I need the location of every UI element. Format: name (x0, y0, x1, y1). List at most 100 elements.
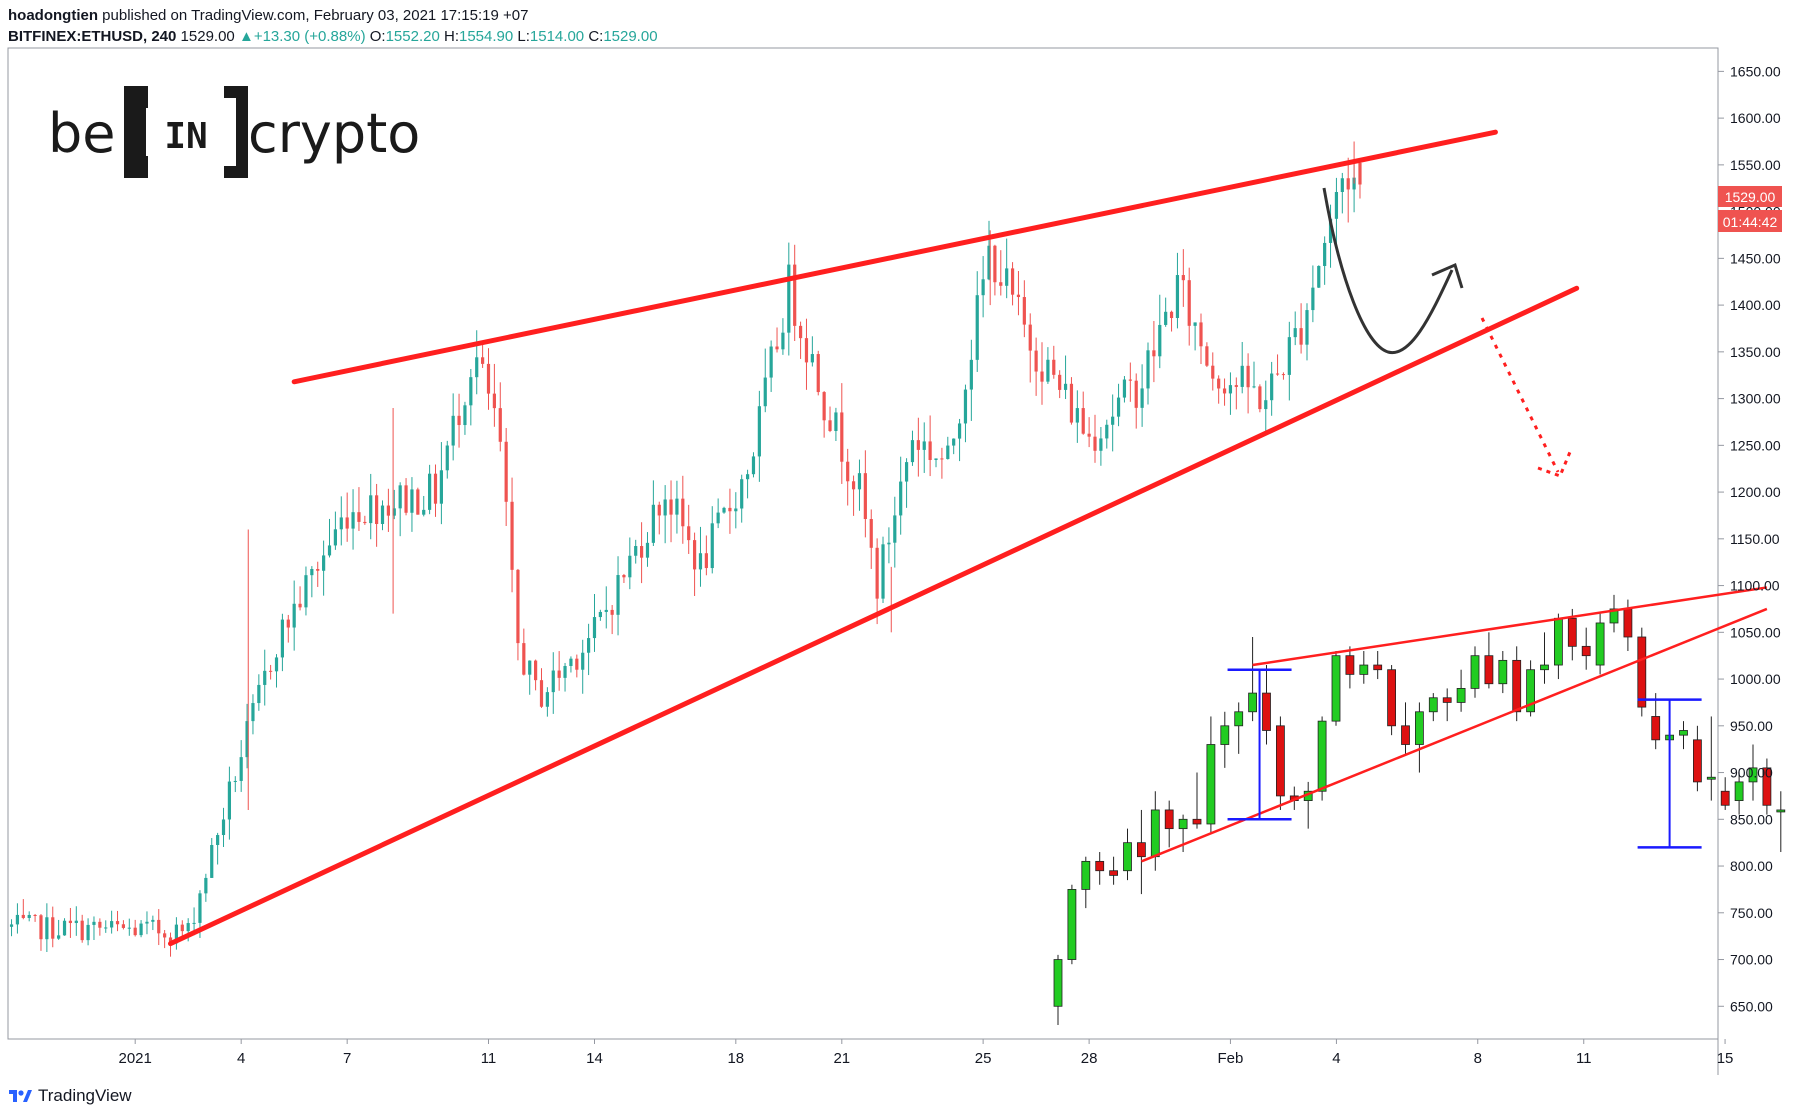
y-tick-label: 1300.00 (1730, 391, 1781, 407)
candle-down (863, 473, 867, 520)
candle-up (857, 473, 862, 490)
inset-candle-up (1526, 669, 1535, 713)
candle-down (1022, 297, 1026, 325)
candle-down (504, 441, 508, 502)
candle-up (551, 670, 555, 693)
inset-candle-down (1693, 739, 1702, 783)
candle-down (1152, 350, 1156, 357)
low-value: 1514.00 (529, 28, 585, 45)
logo-text-crypto: crypto (248, 102, 420, 165)
inset-candle-up (1679, 730, 1688, 736)
candle-down (804, 338, 809, 363)
candle-up (233, 780, 237, 782)
candle-up (1311, 287, 1315, 311)
inset-candle-down (1164, 809, 1174, 830)
candle-up (74, 920, 78, 924)
candle-up (92, 921, 96, 925)
logo-right-bracket (224, 86, 248, 178)
y-tick-label: 1100.00 (1730, 578, 1780, 594)
candle-up (380, 505, 385, 525)
candle-down (375, 495, 379, 525)
candle-up (1063, 383, 1068, 390)
candle-down (828, 420, 832, 432)
candle-down (1169, 311, 1174, 319)
x-tick-label: 15 (1717, 1050, 1734, 1067)
inset-candle-down (1512, 659, 1522, 713)
inset-candle-down (1192, 818, 1202, 825)
y-tick-label: 850.00 (1730, 811, 1773, 827)
logo-text-be: be (48, 102, 116, 165)
symbol-label: BITFINEX:ETHUSD, 240 (8, 28, 177, 45)
candle-up (62, 920, 67, 936)
trendlines (168, 129, 1580, 947)
candle-up (645, 542, 650, 558)
candle-down (869, 519, 873, 548)
countdown-tag: 01:44:42 (1723, 214, 1778, 230)
candle-up (722, 507, 726, 513)
candle-down (510, 501, 514, 570)
candle-up (581, 652, 585, 670)
publish-info: hoadongtien published on TradingView.com… (8, 7, 528, 24)
candle-down (298, 603, 302, 608)
inset-candle-up (1331, 655, 1341, 722)
candle-down (669, 499, 673, 515)
projection-arrows (1322, 187, 1572, 478)
candle-up (769, 346, 773, 378)
candle-up (563, 665, 567, 678)
candle-down (481, 357, 485, 364)
candle-up (1323, 242, 1327, 266)
candle-up (934, 458, 938, 460)
x-tick-label: 18 (727, 1050, 744, 1067)
inset-candle-down (1442, 697, 1452, 703)
candle-up (439, 470, 443, 504)
candle-up (810, 354, 814, 363)
candle-down (98, 921, 102, 928)
inset-candle-up (1456, 688, 1466, 703)
candle-up (963, 389, 968, 424)
candle-down (386, 505, 390, 516)
inset-candle-up (1150, 809, 1160, 858)
candle-up (887, 542, 891, 545)
candle-down (681, 498, 685, 527)
candle-up (740, 479, 744, 509)
candle-down (1222, 388, 1227, 394)
x-tick-label: Feb (1218, 1050, 1244, 1067)
candle-down (798, 325, 803, 339)
candle-up (27, 914, 31, 918)
candle-down (68, 920, 73, 924)
inset-wedge-upper (1252, 586, 1768, 667)
open-value: 1552.20 (385, 28, 440, 45)
candle-down (51, 917, 55, 939)
y-tick-label: 1550.00 (1730, 157, 1781, 173)
candle-down (1187, 280, 1191, 326)
inset-candle-up (1234, 711, 1244, 727)
tradingview-logo-icon (9, 1090, 32, 1102)
candle-up (1111, 416, 1115, 425)
author-name[interactable]: hoadongtien (8, 7, 98, 24)
tradingview-footer[interactable]: TradingView (8, 1082, 132, 1110)
inset-candle-up (1748, 767, 1758, 783)
candle-up (763, 377, 767, 407)
candle-down (1258, 386, 1262, 410)
candle-up (586, 638, 591, 653)
candle-down (416, 489, 420, 515)
trendline-upper (291, 129, 1498, 385)
close-value: 1529.00 (603, 28, 658, 45)
candle-up (834, 412, 838, 432)
candle-up (528, 660, 532, 675)
candle-up (463, 405, 467, 426)
y-tick-label: 1650.00 (1730, 63, 1781, 79)
candle-up (192, 922, 196, 924)
candle-up (104, 927, 108, 929)
time-axis[interactable]: 2021 4 7 11 14 18 21 25 28 Feb 4 8 11 15 (119, 1039, 1734, 1067)
candle-down (1052, 359, 1056, 375)
candle-up (751, 456, 756, 475)
y-tick-label: 900.00 (1730, 765, 1773, 781)
candle-up (745, 474, 750, 480)
candle-up (186, 923, 190, 932)
high-label: H: (443, 28, 459, 45)
candle-down (639, 546, 644, 558)
inset-candle-up (1081, 860, 1091, 890)
inset-candle-down (1276, 725, 1285, 797)
